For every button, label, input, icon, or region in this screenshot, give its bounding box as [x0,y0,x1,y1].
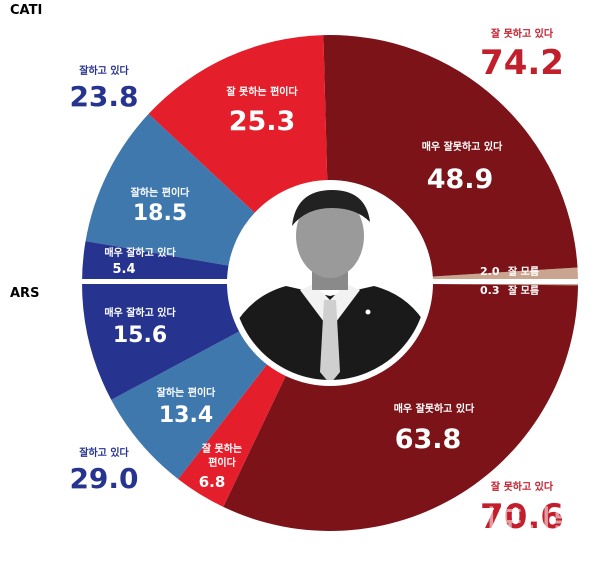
ars-good-text: 잘하는 편이다 [157,386,216,399]
cati-bad-value: 25.3 [229,106,296,137]
ars-dont-know-text: 잘 모름 [508,285,539,297]
cati-total-bad-text: 잘 못하고 있다 [491,27,554,40]
cati-total-good: 잘하고 있다 23.8 [69,64,138,113]
president-portrait [233,186,427,380]
ars-very-bad-label: 매우 잘못하고 있다 63.8 [394,402,475,455]
ars-very-good-value: 15.6 [113,323,167,348]
ars-bad-text-line2: 편이다 [208,456,236,469]
watermark: 서귀포신문 www.seogwipo.tv [441,505,579,555]
cati-dont-know-value: 2.0 [480,265,500,278]
cati-very-bad-value: 48.9 [427,164,494,195]
ars-total-bad: 잘 못하고 있다 70.6 [480,480,564,537]
cati-bad-label: 잘 못하는 편이다 25.3 [226,85,298,137]
watermark-logo: 서귀포신문 [441,505,579,540]
ars-good-value: 13.4 [159,403,213,428]
cati-very-good-label: 매우 잘하고 있다 5.4 [104,246,176,277]
ars-bad-text-line1: 잘 못하는 [202,442,242,455]
cati-good-text: 잘하는 편이다 [131,186,190,199]
cati-mode-label: CATI [10,3,42,18]
cati-very-bad-text: 매우 잘못하고 있다 [422,140,503,153]
ars-dont-know-label: 0.3 잘 모름 [480,284,539,297]
ars-very-bad-text: 매우 잘못하고 있다 [394,402,475,415]
cati-total-good-value: 23.8 [69,80,138,113]
ars-total-good: 잘하고 있다 29.0 [69,446,138,495]
ars-very-good-label: 매우 잘하고 있다 15.6 [104,306,176,348]
cati-very-bad-label: 매우 잘못하고 있다 48.9 [422,140,503,195]
ars-very-bad-value: 63.8 [395,424,462,455]
cati-good-label: 잘하는 편이다 18.5 [131,186,190,226]
watermark-url: www.seogwipo.tv [467,544,554,555]
cati-dont-know-label: 2.0 잘 모름 [480,265,539,278]
ars-total-good-text: 잘하고 있다 [79,446,129,459]
ars-bad-value: 6.8 [199,473,226,491]
ars-dont-know-value: 0.3 [480,284,500,297]
ars-very-good-text: 매우 잘하고 있다 [104,306,176,319]
cati-good-value: 18.5 [133,201,187,226]
cati-dont-know-text: 잘 모름 [508,266,539,278]
ars-total-bad-value: 70.6 [480,497,564,537]
ars-good-label: 잘하는 편이다 13.4 [157,386,216,428]
cati-bad-text: 잘 못하는 편이다 [226,85,298,98]
ars-total-bad-text: 잘 못하고 있다 [491,480,554,493]
cati-very-good-text: 매우 잘하고 있다 [104,246,176,259]
cati-very-good-value: 5.4 [112,262,135,277]
cati-total-bad-value: 74.2 [480,43,564,83]
cati-total-good-text: 잘하고 있다 [79,64,129,77]
ars-bad-label: 잘 못하는 편이다 6.8 [199,442,242,491]
cati-total-bad: 잘 못하고 있다 74.2 [480,27,564,83]
ars-total-good-value: 29.0 [69,462,138,495]
ars-mode-label: ARS [10,286,39,301]
